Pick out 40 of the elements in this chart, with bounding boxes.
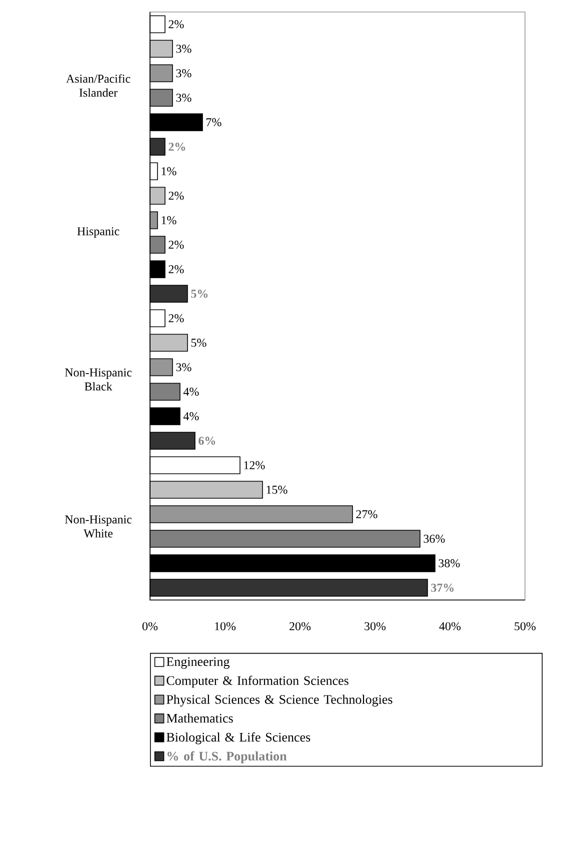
data-label: 4% — [183, 388, 199, 396]
data-label: 4% — [183, 412, 199, 420]
data-label: 3% — [176, 69, 192, 78]
x-tick-label: 0% — [142, 622, 158, 630]
data-label: 15% — [266, 486, 288, 494]
x-tick-label: 20% — [290, 622, 311, 630]
data-label: 36% — [424, 534, 445, 543]
data-label: 3% — [176, 44, 192, 53]
data-label: 1% — [162, 216, 176, 224]
data-label: 2% — [168, 314, 184, 322]
data-label: 7% — [206, 118, 222, 126]
data-label: 37% — [431, 584, 454, 592]
data-label: 2% — [168, 142, 186, 151]
data-label: 38% — [438, 559, 460, 568]
legend-label: Biological & Life Sciences — [166, 732, 310, 744]
y-tick-label: Asian/Pacific Islander — [66, 74, 130, 97]
data-label: 12% — [244, 461, 265, 470]
data-label: 6% — [198, 436, 216, 445]
y-tick-label: Non-Hispanic Black — [64, 368, 132, 391]
legend-label: % of U.S. Population — [168, 751, 287, 764]
data-label: 2% — [168, 240, 184, 249]
data-label: 3% — [176, 94, 192, 102]
x-tick-label: 40% — [439, 622, 461, 630]
x-tick-label: 30% — [364, 622, 386, 630]
data-label: 2% — [168, 192, 184, 200]
x-tick-label: 10% — [215, 622, 236, 630]
data-label: 1% — [162, 167, 176, 176]
data-label: 27% — [356, 510, 378, 518]
legend-label: Mathematics — [166, 714, 233, 723]
data-label: 2% — [168, 20, 184, 28]
legend-label: Physical Sciences & Science Technologies — [166, 694, 392, 707]
data-label: 5% — [191, 338, 206, 347]
x-tick-label: 50% — [514, 622, 536, 630]
y-tick-label: Non-Hispanic White — [64, 515, 132, 538]
y-tick-label: Hispanic — [77, 227, 120, 238]
data-label: 3% — [176, 363, 192, 372]
data-label: 2% — [168, 265, 184, 274]
legend-label: Computer & Information Sciences — [166, 676, 348, 688]
data-label: 5% — [191, 290, 208, 298]
legend-label: Engineering — [166, 657, 230, 669]
